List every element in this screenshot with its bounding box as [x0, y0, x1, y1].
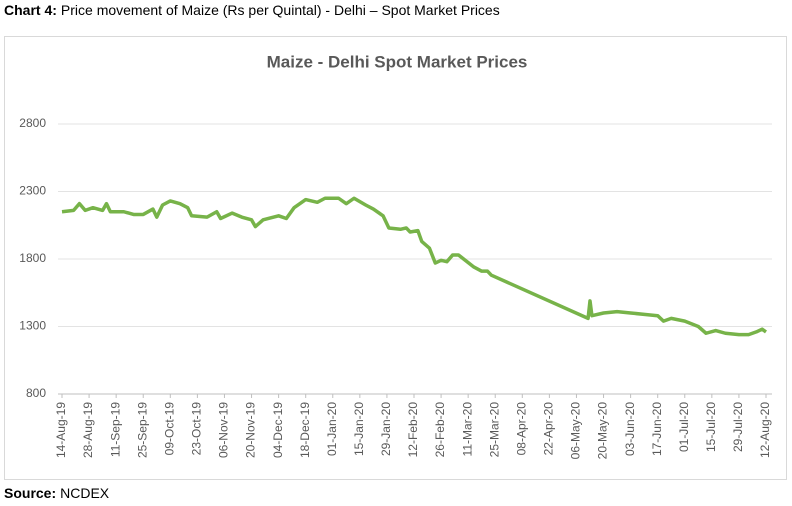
- x-tick-label: 25-Mar-20: [487, 402, 501, 458]
- source-label: Source:: [4, 485, 56, 501]
- x-tick-label: 23-Oct-19: [190, 402, 204, 456]
- x-tick-label: 20-Nov-19: [244, 402, 258, 458]
- x-tick-label: 14-Aug-19: [54, 402, 68, 458]
- caption: Chart 4: Price movement of Maize (Rs per …: [4, 2, 500, 18]
- x-tick-label: 22-Apr-20: [542, 402, 556, 456]
- y-tick-label: 1800: [19, 251, 46, 265]
- x-tick-label: 15-Jan-20: [352, 402, 366, 456]
- caption-text: Price movement of Maize (Rs per Quintal)…: [61, 2, 500, 18]
- x-tick-label: 08-Apr-20: [514, 402, 528, 456]
- x-tick-label: 01-Jan-20: [325, 402, 339, 456]
- x-tick-label: 09-Oct-19: [162, 402, 176, 456]
- x-tick-label: 11-Mar-20: [460, 402, 474, 457]
- x-tick-label: 12-Aug-20: [758, 402, 772, 458]
- source: Source: NCDEX: [4, 485, 110, 501]
- x-tick-label: 06-May-20: [569, 402, 583, 460]
- x-tick-label: 29-Jan-20: [379, 402, 393, 456]
- x-tick-label: 04-Dec-19: [271, 402, 285, 458]
- x-tick-label: 26-Feb-20: [433, 402, 447, 458]
- x-tick-label: 03-Jun-20: [623, 402, 637, 456]
- chart-frame: [4, 36, 787, 480]
- x-tick-label: 15-Jul-20: [704, 402, 718, 452]
- x-tick-label: 28-Aug-19: [81, 402, 95, 458]
- y-tick-label: 800: [26, 386, 46, 400]
- y-tick-label: 1300: [19, 319, 46, 333]
- y-tick-label: 2300: [19, 184, 46, 198]
- x-tick-label: 25-Sep-19: [135, 402, 149, 458]
- x-tick-label: 29-Jul-20: [731, 402, 745, 452]
- x-tick-label: 06-Nov-19: [217, 402, 231, 458]
- chart-title: Maize - Delhi Spot Market Prices: [267, 52, 528, 71]
- caption-label: Chart 4:: [4, 2, 57, 18]
- x-tick-label: 11-Sep-19: [108, 402, 122, 457]
- y-tick-label: 2800: [19, 116, 46, 130]
- x-tick-label: 17-Jun-20: [650, 402, 664, 456]
- x-tick-label: 20-May-20: [596, 402, 610, 460]
- x-tick-label: 18-Dec-19: [298, 402, 312, 458]
- source-text: NCDEX: [60, 485, 110, 501]
- x-tick-label: 12-Feb-20: [406, 402, 420, 458]
- x-tick-label: 01-Jul-20: [677, 402, 691, 452]
- price-line: [61, 196, 768, 337]
